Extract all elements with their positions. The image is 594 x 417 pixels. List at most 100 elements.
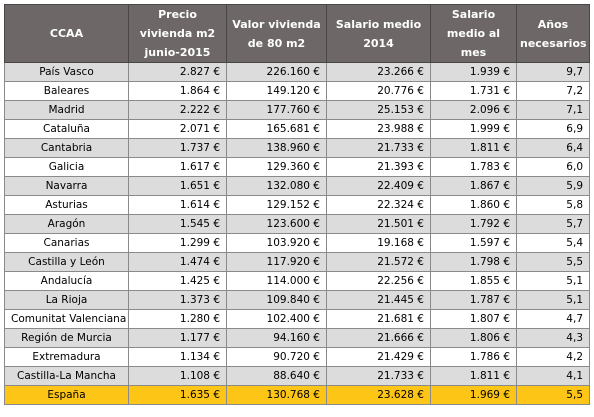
salario-mes-cell: 1.731 € (430, 81, 517, 101)
ccaa-cell: Cantabria (4, 138, 129, 158)
precio-m2-cell: 2.071 € (128, 119, 227, 139)
anos-cell: 5,7 (516, 214, 590, 234)
ccaa-cell: Baleares (4, 81, 129, 101)
salario-anual-cell: 25.153 € (326, 100, 431, 120)
salario-mes-cell: 1.783 € (430, 157, 517, 177)
header-salario-mes: Salario medio al mes (430, 4, 517, 63)
salario-anual-cell: 23.628 € (326, 385, 431, 405)
ccaa-cell: España (4, 385, 129, 405)
salario-mes-cell: 1.860 € (430, 195, 517, 215)
ccaa-cell: La Rioja (4, 290, 129, 310)
salario-anual-cell: 20.776 € (326, 81, 431, 101)
salario-mes-cell: 1.787 € (430, 290, 517, 310)
table-body: País Vasco 2.827 €226.160 €23.266 €1.939 … (4, 62, 590, 405)
precio-m2-cell: 1.134 € (128, 347, 227, 367)
valor-vivienda-cell: 129.152 € (226, 195, 327, 215)
ccaa-cell: Región de Murcia (4, 328, 129, 348)
precio-m2-cell: 1.474 € (128, 252, 227, 272)
salario-mes-cell: 1.798 € (430, 252, 517, 272)
anos-cell: 4,2 (516, 347, 590, 367)
precio-m2-cell: 1.299 € (128, 233, 227, 253)
table-row: Madrid 2.222 €177.760 €25.153 €2.096 €7,1 (4, 100, 590, 120)
precio-m2-cell: 2.222 € (128, 100, 227, 120)
ccaa-cell: Canarias (4, 233, 129, 253)
table-row: Castilla-La Mancha 1.108 €88.640 €21.733 … (4, 366, 590, 386)
valor-vivienda-cell: 109.840 € (226, 290, 327, 310)
anos-cell: 4,7 (516, 309, 590, 329)
salario-mes-cell: 1.855 € (430, 271, 517, 291)
salario-anual-cell: 19.168 € (326, 233, 431, 253)
anos-cell: 5,5 (516, 385, 590, 405)
table-row: Castilla y León 1.474 €117.920 €21.572 €1… (4, 252, 590, 272)
valor-vivienda-cell: 90.720 € (226, 347, 327, 367)
salario-mes-cell: 1.999 € (430, 119, 517, 139)
salario-mes-cell: 1.786 € (430, 347, 517, 367)
salario-anual-cell: 22.256 € (326, 271, 431, 291)
anos-cell: 5,8 (516, 195, 590, 215)
table-row: Navarra 1.651 €132.080 €22.409 €1.867 €5,… (4, 176, 590, 196)
salario-mes-cell: 1.969 € (430, 385, 517, 405)
valor-vivienda-cell: 103.920 € (226, 233, 327, 253)
header-ccaa: CCAA (4, 4, 129, 63)
anos-cell: 5,1 (516, 271, 590, 291)
table-row: Cantabria 1.737 €138.960 €21.733 €1.811 €… (4, 138, 590, 158)
table-row: Canarias 1.299 €103.920 €19.168 €1.597 €5… (4, 233, 590, 253)
valor-vivienda-cell: 130.768 € (226, 385, 327, 405)
ccaa-cell: Castilla y León (4, 252, 129, 272)
anos-cell: 5,1 (516, 290, 590, 310)
salario-anual-cell: 23.266 € (326, 62, 431, 82)
salario-mes-cell: 1.939 € (430, 62, 517, 82)
table-row: Extremadura 1.134 €90.720 €21.429 €1.786 … (4, 347, 590, 367)
ccaa-cell: Extremadura (4, 347, 129, 367)
header-precio-m2: Precio vivienda m2 junio-2015 (128, 4, 227, 63)
salario-anual-cell: 21.393 € (326, 157, 431, 177)
precio-m2-cell: 1.177 € (128, 328, 227, 348)
table-row: Asturias 1.614 €129.152 €22.324 €1.860 €5… (4, 195, 590, 215)
salario-anual-cell: 21.681 € (326, 309, 431, 329)
header-valor-vivienda: Valor vivienda de 80 m2 (226, 4, 327, 63)
housing-affordability-table: CCAA Precio vivienda m2 junio-2015 Valor… (4, 4, 590, 405)
header-anos-necesarios: Años necesarios (516, 4, 590, 63)
precio-m2-cell: 2.827 € (128, 62, 227, 82)
valor-vivienda-cell: 88.640 € (226, 366, 327, 386)
precio-m2-cell: 1.617 € (128, 157, 227, 177)
salario-anual-cell: 23.988 € (326, 119, 431, 139)
valor-vivienda-cell: 132.080 € (226, 176, 327, 196)
anos-cell: 7,2 (516, 81, 590, 101)
salario-mes-cell: 1.792 € (430, 214, 517, 234)
salario-anual-cell: 21.666 € (326, 328, 431, 348)
valor-vivienda-cell: 129.360 € (226, 157, 327, 177)
ccaa-cell: Madrid (4, 100, 129, 120)
salario-mes-cell: 1.811 € (430, 138, 517, 158)
anos-cell: 4,3 (516, 328, 590, 348)
salario-mes-cell: 2.096 € (430, 100, 517, 120)
anos-cell: 6,0 (516, 157, 590, 177)
valor-vivienda-cell: 165.681 € (226, 119, 327, 139)
precio-m2-cell: 1.651 € (128, 176, 227, 196)
table-row: Galicia 1.617 €129.360 €21.393 €1.783 €6,… (4, 157, 590, 177)
table-row: Cataluña 2.071 €165.681 €23.988 €1.999 €6… (4, 119, 590, 139)
salario-anual-cell: 21.572 € (326, 252, 431, 272)
valor-vivienda-cell: 123.600 € (226, 214, 327, 234)
salario-mes-cell: 1.806 € (430, 328, 517, 348)
valor-vivienda-cell: 94.160 € (226, 328, 327, 348)
anos-cell: 6,4 (516, 138, 590, 158)
salario-anual-cell: 21.501 € (326, 214, 431, 234)
valor-vivienda-cell: 138.960 € (226, 138, 327, 158)
table-row: Baleares 1.864 €149.120 €20.776 €1.731 €7… (4, 81, 590, 101)
ccaa-cell: Aragón (4, 214, 129, 234)
valor-vivienda-cell: 226.160 € (226, 62, 327, 82)
housing-affordability-table-container: CCAA Precio vivienda m2 junio-2015 Valor… (4, 4, 590, 405)
ccaa-cell: Navarra (4, 176, 129, 196)
table-row: Andalucía 1.425 €114.000 €22.256 €1.855 €… (4, 271, 590, 291)
anos-cell: 5,9 (516, 176, 590, 196)
precio-m2-cell: 1.425 € (128, 271, 227, 291)
precio-m2-cell: 1.545 € (128, 214, 227, 234)
valor-vivienda-cell: 114.000 € (226, 271, 327, 291)
ccaa-cell: Cataluña (4, 119, 129, 139)
salario-anual-cell: 21.429 € (326, 347, 431, 367)
table-row: La Rioja 1.373 €109.840 €21.445 €1.787 €5… (4, 290, 590, 310)
table-row: País Vasco 2.827 €226.160 €23.266 €1.939 … (4, 62, 590, 82)
valor-vivienda-cell: 102.400 € (226, 309, 327, 329)
salario-anual-cell: 21.445 € (326, 290, 431, 310)
